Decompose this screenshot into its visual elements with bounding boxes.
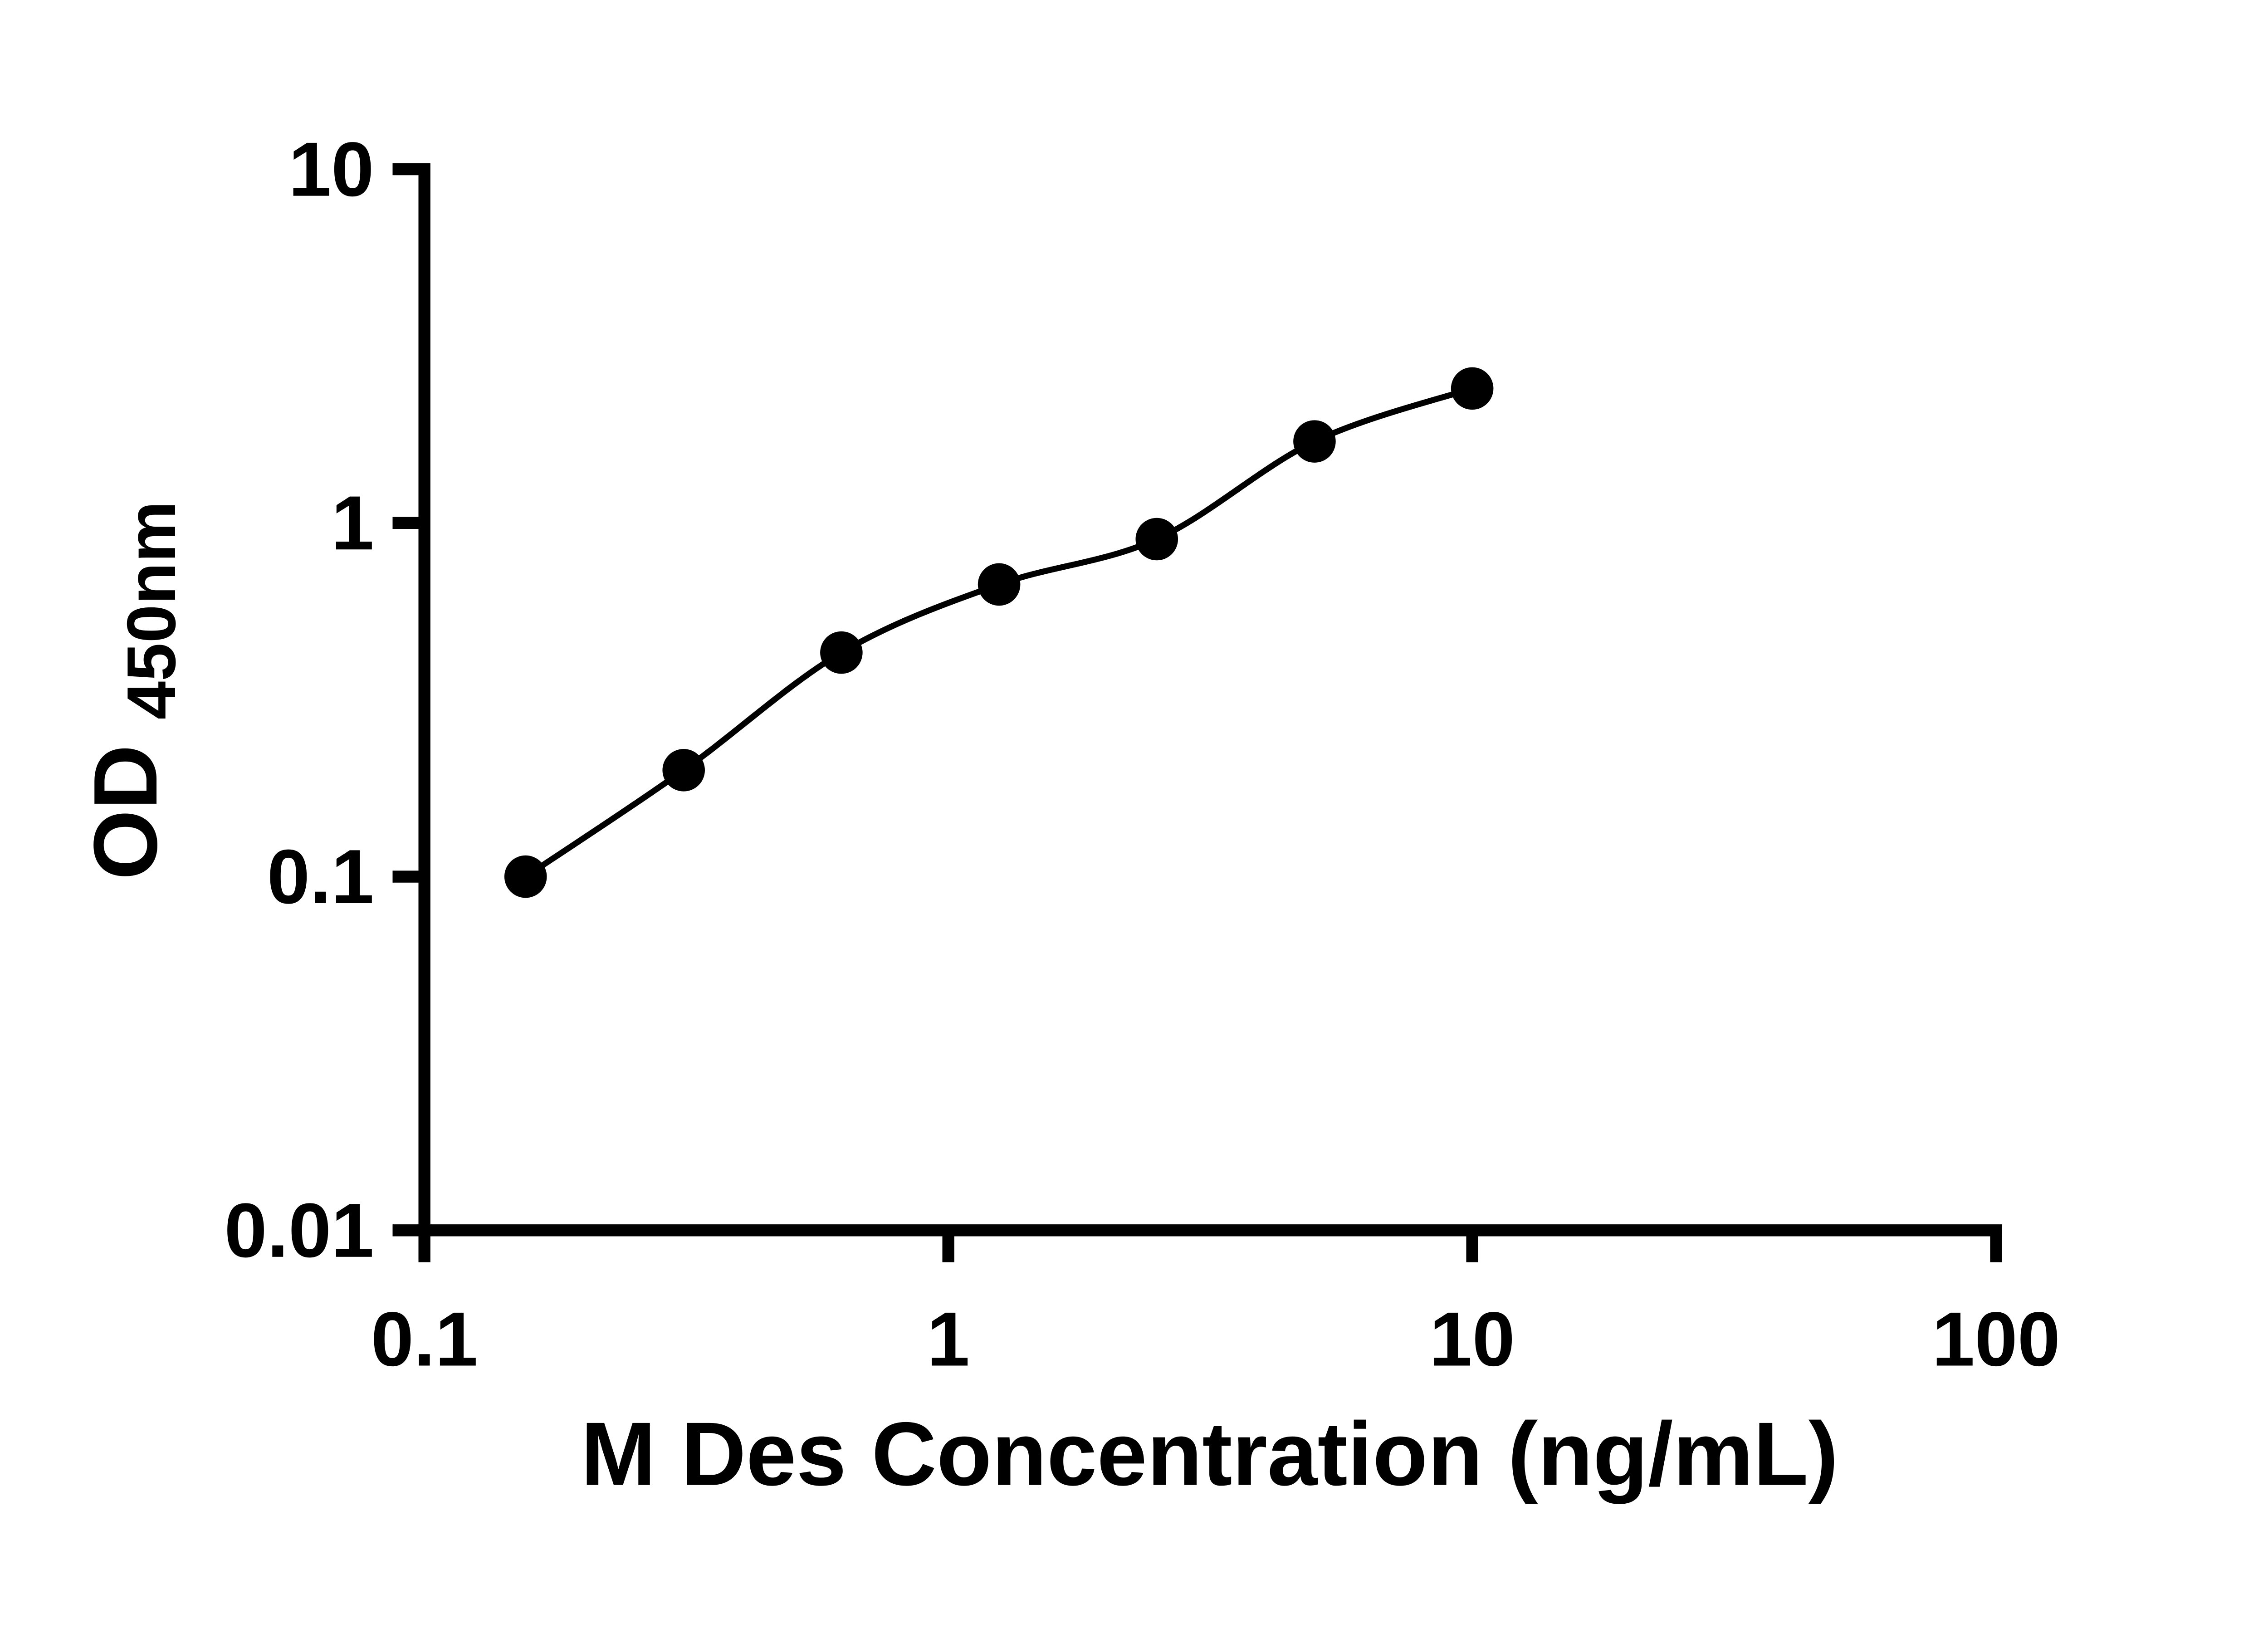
y-axis-title: OD 450nm (75, 501, 190, 880)
y-axis-title-subscript: 450nm (113, 501, 190, 720)
axis-lines (418, 163, 2002, 1237)
y-tick-label: 0.1 (267, 833, 374, 919)
plot-area: 0.1 1 10 100 10 1 0.1 0.01 (224, 126, 2060, 1382)
x-axis-title: M Des Concentration (ng/mL) (581, 1404, 1838, 1505)
y-tick-label: 10 (288, 126, 374, 212)
y-tick-label: 0.01 (224, 1187, 374, 1273)
data-point (820, 631, 863, 674)
fit-curve-line (524, 386, 1473, 880)
x-tick-label: 0.1 (371, 1296, 478, 1382)
data-point (1451, 367, 1494, 410)
x-tick-label: 1 (927, 1296, 969, 1382)
data-point (504, 855, 547, 898)
data-point (1135, 518, 1178, 561)
x-tick-label: 100 (1932, 1296, 2060, 1382)
y-axis-title-main: OD (75, 745, 176, 880)
data-point (662, 749, 705, 792)
y-tick-label: 1 (331, 479, 374, 566)
data-point (1293, 420, 1336, 463)
x-tick-label: 10 (1429, 1296, 1515, 1382)
data-point (978, 563, 1021, 606)
